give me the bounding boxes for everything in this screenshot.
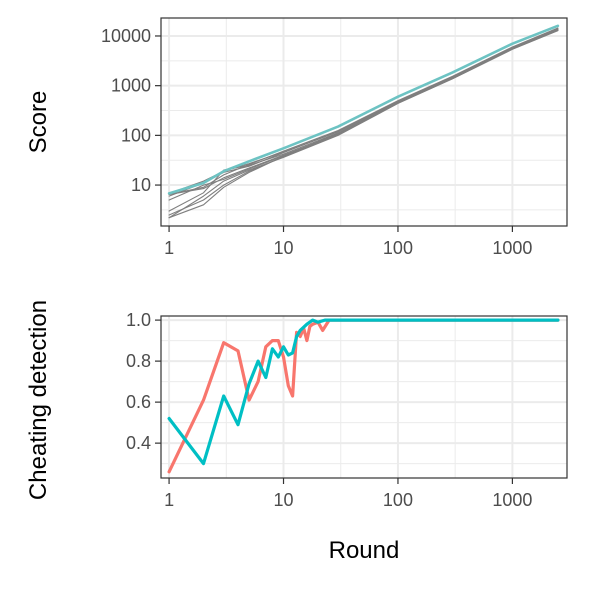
cheating-x-tick-label: 1000 (492, 490, 532, 510)
score-x-tick-label: 1000 (492, 238, 532, 258)
cheating-x-tick-label: 10 (274, 490, 294, 510)
cheating-panel: 1 10 100 1000 0.4 0.6 0.8 1.0 Cheating detecti… (25, 300, 568, 564)
cheating-series-line-0 (167, 318, 560, 474)
cheating-series-layer (167, 318, 560, 474)
cheating-x-tick-labels: 1 10 100 1000 (164, 490, 532, 510)
score-x-tick-label: 100 (383, 238, 413, 258)
score-gridlines (161, 18, 567, 226)
score-y-tick-labels: 10 100 1000 10000 (101, 26, 151, 195)
score-series-layer (167, 24, 560, 219)
score-y-tick-label: 100 (121, 125, 151, 145)
cheating-x-tick-label: 100 (383, 490, 413, 510)
score-x-tick-label: 1 (164, 238, 174, 258)
score-tick-marks (155, 35, 513, 232)
cheating-x-axis-title: Round (329, 537, 400, 564)
score-y-tick-label: 10000 (101, 26, 151, 46)
cheating-x-tick-label: 1 (164, 490, 174, 510)
cheating-panel-background (161, 316, 567, 478)
cheating-y-tick-labels: 0.4 0.6 0.8 1.0 (126, 310, 151, 453)
score-x-tick-labels: 1 10 100 1000 (164, 238, 532, 258)
score-y-tick-label: 1000 (111, 76, 151, 96)
score-x-tick-label: 10 (274, 238, 294, 258)
cheating-panel-border (160, 315, 568, 479)
cheating-y-tick-label: 0.6 (126, 392, 151, 412)
cheating-y-tick-label: 0.4 (126, 433, 151, 453)
cheating-tick-marks (155, 319, 513, 484)
score-series-line-8 (168, 29, 559, 216)
score-series-line-9 (167, 24, 560, 195)
score-y-axis-title: Score (25, 91, 52, 154)
cheating-series-line-1 (167, 318, 560, 466)
score-panel-border (160, 17, 568, 227)
score-y-tick-label: 10 (131, 175, 151, 195)
cheating-y-tick-label: 0.8 (126, 351, 151, 371)
score-panel: 1 10 100 1000 10 100 1000 10000 Score (25, 17, 568, 258)
cheating-y-axis-title: Cheating detection (25, 300, 52, 500)
cheating-y-tick-label: 1.0 (126, 310, 151, 330)
